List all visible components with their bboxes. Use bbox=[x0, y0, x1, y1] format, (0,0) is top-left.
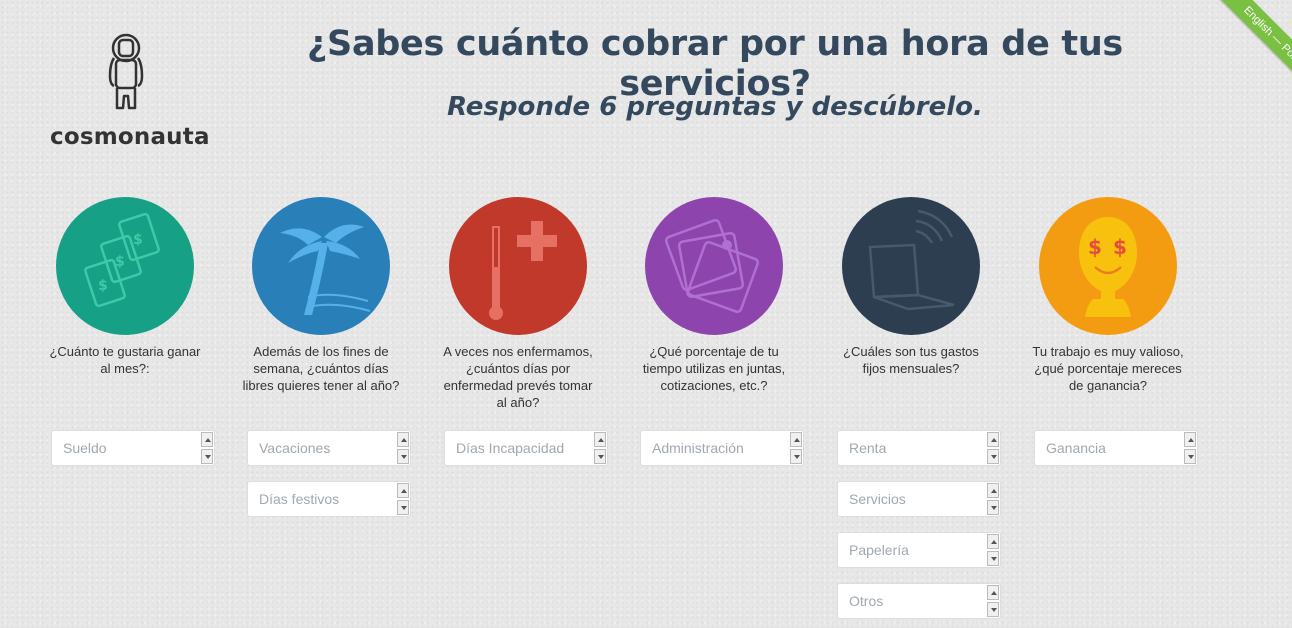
question-salary-text: ¿Cuánto te gustaria ganar al mes?: bbox=[49, 344, 201, 376]
services-stepper[interactable] bbox=[987, 483, 999, 515]
svg-text:$: $ bbox=[98, 278, 108, 294]
question-fixed-costs-text: ¿Cuáles son tus gastos fijos mensuales? bbox=[843, 344, 979, 376]
stationery-input[interactable] bbox=[838, 533, 984, 567]
stepper-down-icon[interactable] bbox=[987, 500, 999, 515]
question-days-off: Además de los fines de semana, ¿cuántos … bbox=[223, 197, 419, 517]
stepper-down-icon[interactable] bbox=[594, 449, 606, 464]
salary-field bbox=[51, 430, 215, 466]
svg-text:$: $ bbox=[1088, 235, 1102, 259]
documents-icon bbox=[664, 218, 760, 314]
question-fixed-costs: ¿Cuáles son tus gastos fijos mensuales? bbox=[813, 197, 1009, 619]
stepper-down-icon[interactable] bbox=[397, 449, 409, 464]
vacation-field bbox=[247, 430, 411, 466]
holidays-field bbox=[247, 481, 411, 517]
stepper-up-icon[interactable] bbox=[987, 432, 999, 447]
question-salary: $ $ $ ¿Cuánto te gustaria ganar al mes?: bbox=[27, 197, 223, 466]
profit-input[interactable] bbox=[1035, 431, 1181, 465]
circle-days-off bbox=[252, 197, 390, 335]
stepper-up-icon[interactable] bbox=[397, 483, 409, 498]
lang-english-link[interactable]: English bbox=[1241, 4, 1276, 39]
money-head-icon: $ $ bbox=[1079, 217, 1137, 317]
rent-input[interactable] bbox=[838, 431, 984, 465]
stationery-stepper[interactable] bbox=[987, 534, 999, 566]
rent-field bbox=[837, 430, 1001, 466]
services-field bbox=[837, 481, 1001, 517]
others-field bbox=[837, 583, 1001, 619]
question-profit: $ $ Tu trabajo es muy valioso, ¿qué porce… bbox=[1010, 197, 1206, 466]
palm-tree-icon bbox=[280, 224, 371, 315]
rent-stepper[interactable] bbox=[987, 432, 999, 464]
question-sick-days-text: A veces nos enfermamos, ¿cuántos días po… bbox=[443, 344, 593, 410]
holidays-stepper[interactable] bbox=[397, 483, 409, 515]
page-title: ¿Sabes cuánto cobrar por una hora de tus… bbox=[307, 24, 1123, 104]
svg-text:$: $ bbox=[1113, 235, 1127, 259]
page-subtitle: Responde 6 preguntas y descúbrelo. bbox=[447, 92, 983, 122]
sick-days-stepper[interactable] bbox=[594, 432, 606, 464]
svg-text:$: $ bbox=[133, 232, 143, 248]
question-admin-time: ¿Qué porcentaje de tu tiempo utilizas en… bbox=[616, 197, 812, 466]
language-ribbon-wrap: English — Português bbox=[1162, 0, 1292, 110]
vacation-stepper[interactable] bbox=[397, 432, 409, 464]
stepper-down-icon[interactable] bbox=[987, 449, 999, 464]
stepper-down-icon[interactable] bbox=[1184, 449, 1196, 464]
circle-profit: $ $ bbox=[1039, 197, 1177, 335]
sick-days-field bbox=[444, 430, 608, 466]
stepper-up-icon[interactable] bbox=[987, 585, 999, 600]
stepper-up-icon[interactable] bbox=[1184, 432, 1196, 447]
stepper-up-icon[interactable] bbox=[594, 432, 606, 447]
question-profit-text: Tu trabajo es muy valioso, ¿qué porcenta… bbox=[1032, 344, 1184, 393]
circle-fixed-costs bbox=[842, 197, 980, 335]
admin-input[interactable] bbox=[641, 431, 787, 465]
question-sick-days: A veces nos enfermamos, ¿cuántos días po… bbox=[420, 197, 616, 466]
stepper-up-icon[interactable] bbox=[987, 483, 999, 498]
stepper-down-icon[interactable] bbox=[201, 449, 213, 464]
admin-field bbox=[640, 430, 804, 466]
stationery-field bbox=[837, 532, 1001, 568]
language-ribbon: English — Português bbox=[1203, 0, 1292, 110]
stepper-down-icon[interactable] bbox=[790, 449, 802, 464]
vacation-input[interactable] bbox=[248, 431, 394, 465]
svg-text:$: $ bbox=[115, 254, 125, 270]
admin-stepper[interactable] bbox=[790, 432, 802, 464]
thermometer-icon bbox=[489, 221, 557, 320]
sick-days-input[interactable] bbox=[445, 431, 591, 465]
lang-portuguese-link[interactable]: Português bbox=[1278, 41, 1292, 86]
stepper-up-icon[interactable] bbox=[987, 534, 999, 549]
stepper-up-icon[interactable] bbox=[201, 432, 213, 447]
profit-field bbox=[1034, 430, 1198, 466]
brand-name: cosmonauta bbox=[50, 124, 210, 150]
laptop-wifi-icon bbox=[868, 209, 955, 311]
circle-salary: $ $ $ bbox=[56, 197, 194, 335]
money-icon: $ $ $ bbox=[84, 212, 160, 308]
circle-admin-time bbox=[645, 197, 783, 335]
salary-input[interactable] bbox=[52, 431, 198, 465]
holidays-input[interactable] bbox=[248, 482, 394, 516]
stepper-up-icon[interactable] bbox=[790, 432, 802, 447]
others-input[interactable] bbox=[838, 584, 984, 618]
profit-stepper[interactable] bbox=[1184, 432, 1196, 464]
question-days-off-text: Además de los fines de semana, ¿cuántos … bbox=[242, 344, 400, 393]
stepper-down-icon[interactable] bbox=[987, 602, 999, 617]
circle-sick-days bbox=[449, 197, 587, 335]
salary-stepper[interactable] bbox=[201, 432, 213, 464]
stepper-down-icon[interactable] bbox=[397, 500, 409, 515]
stepper-up-icon[interactable] bbox=[397, 432, 409, 447]
brand-logo[interactable]: cosmonauta bbox=[50, 30, 210, 150]
others-stepper[interactable] bbox=[987, 585, 999, 617]
astronaut-icon bbox=[108, 33, 144, 110]
services-input[interactable] bbox=[838, 482, 984, 516]
stepper-down-icon[interactable] bbox=[987, 551, 999, 566]
question-admin-time-text: ¿Qué porcentaje de tu tiempo utilizas en… bbox=[642, 344, 786, 393]
